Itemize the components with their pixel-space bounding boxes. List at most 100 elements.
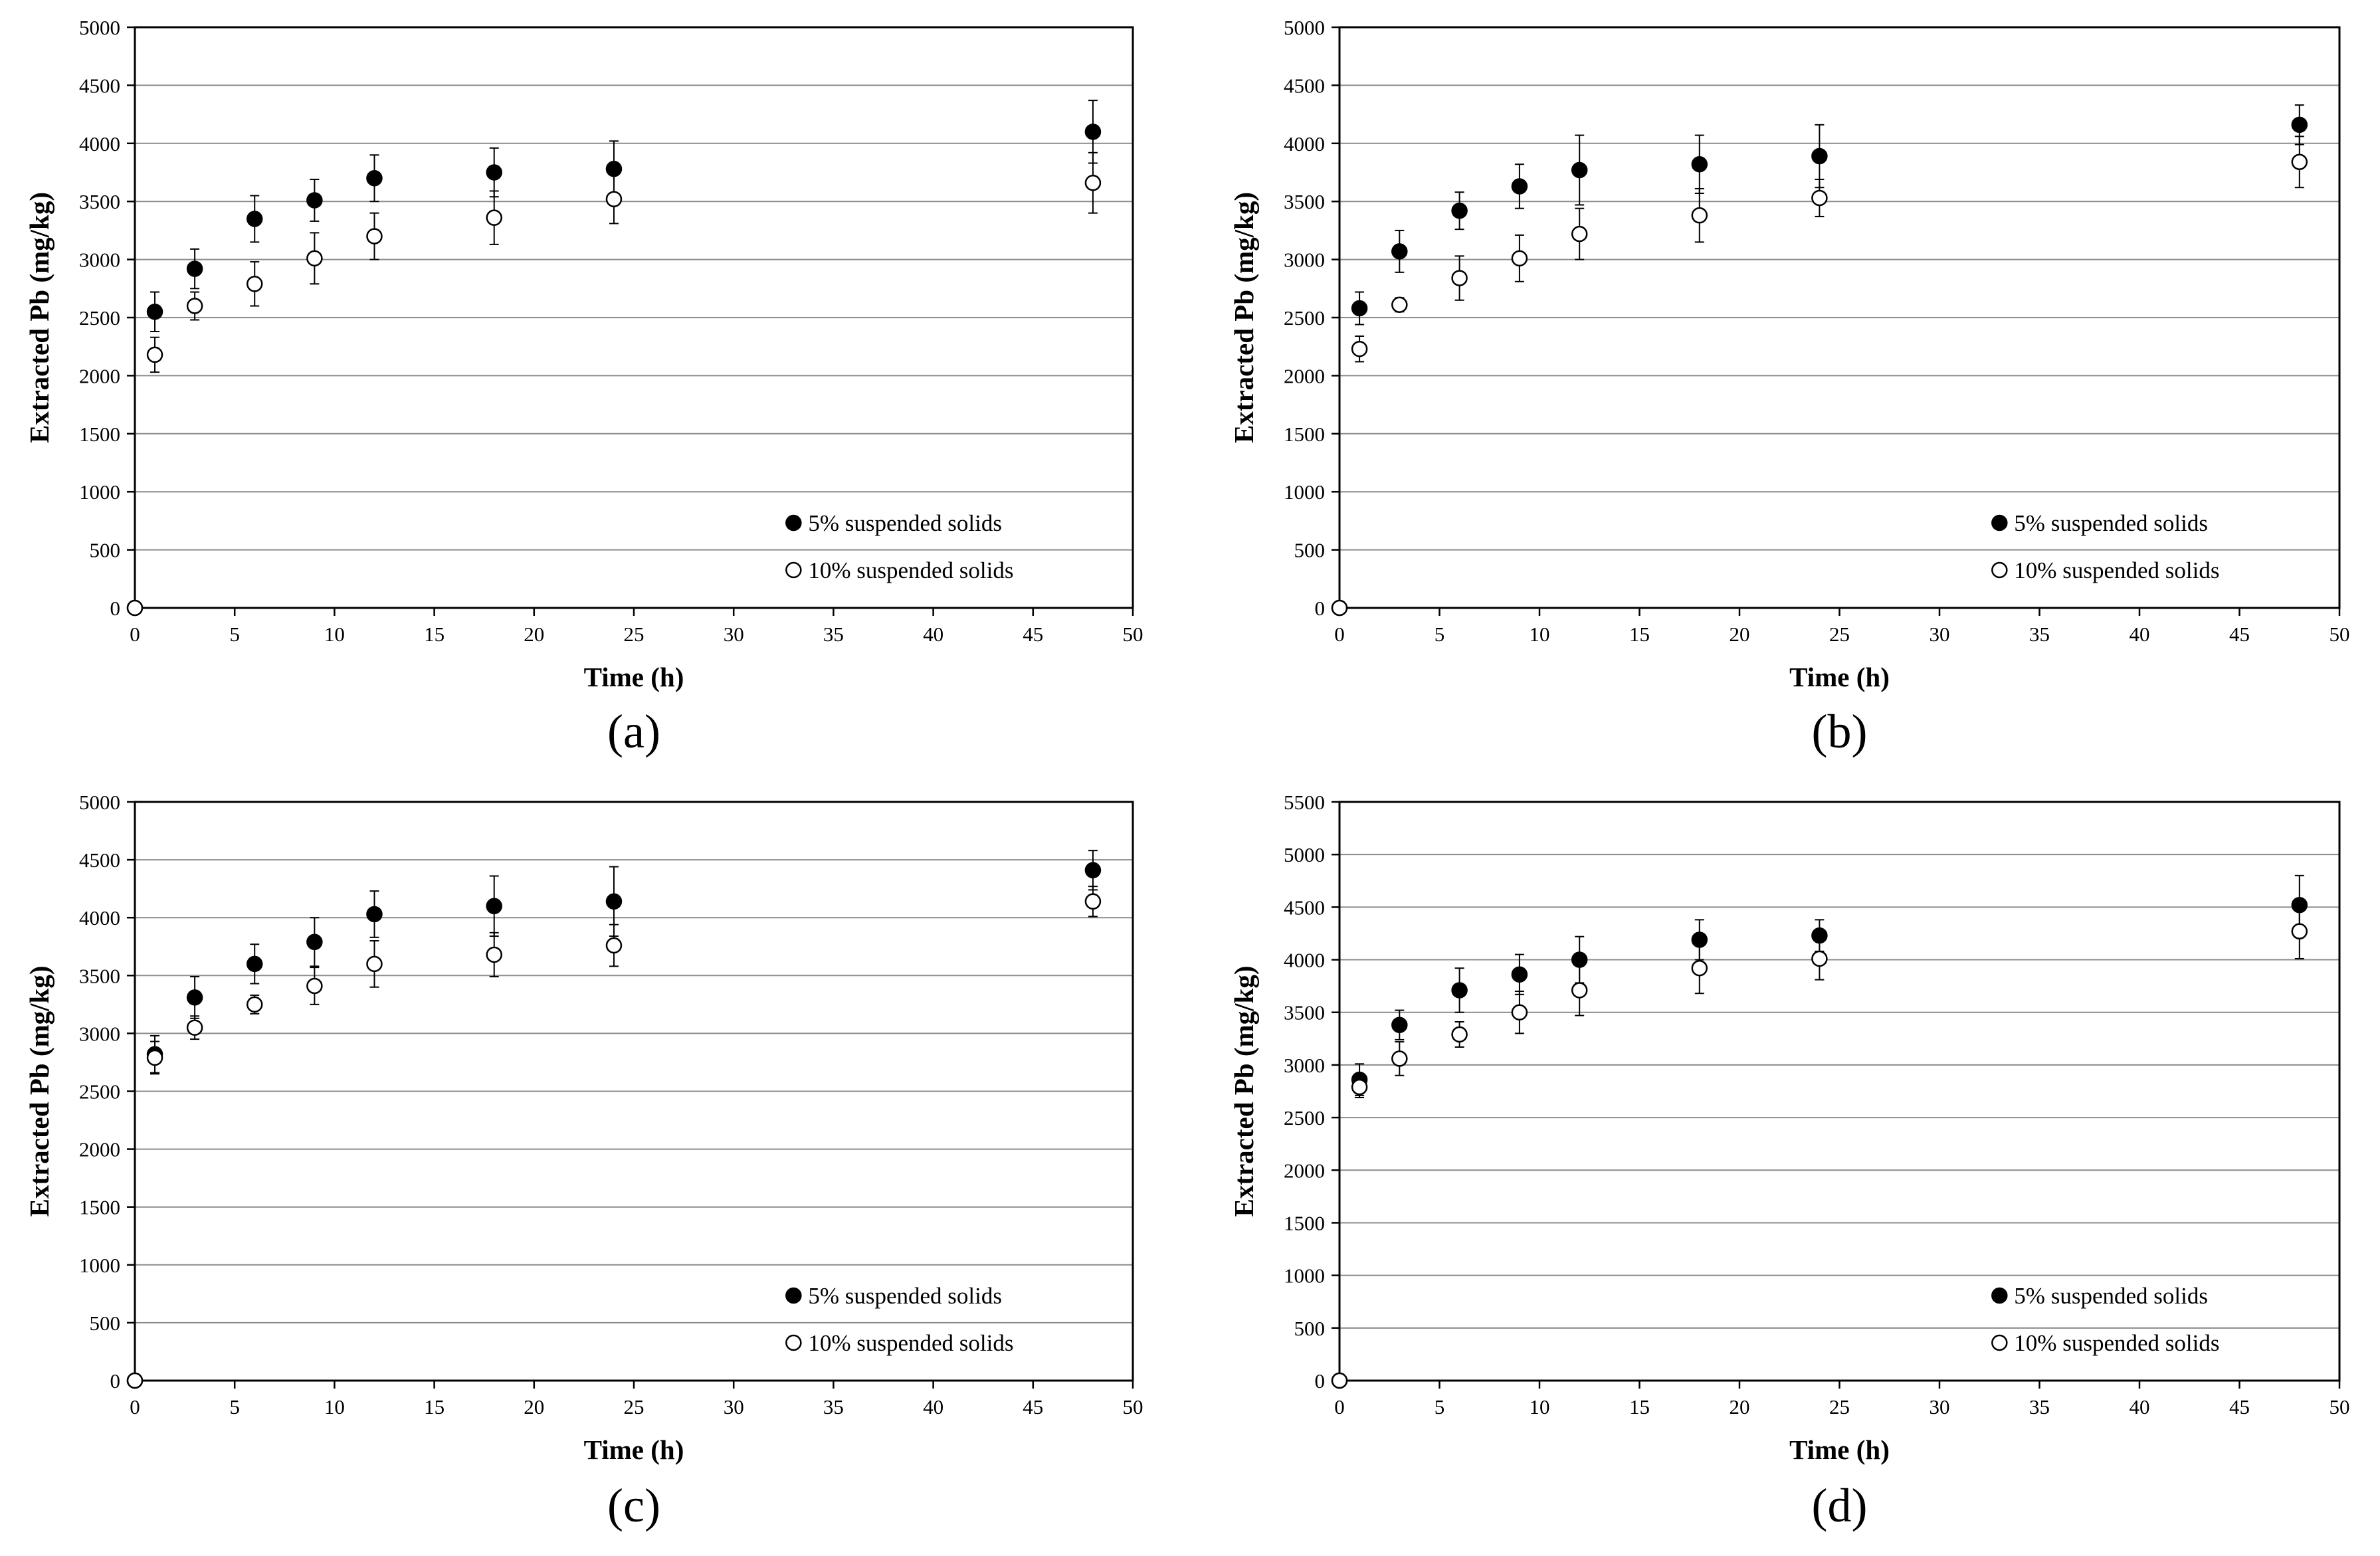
x-tick-label: 10 xyxy=(324,1395,345,1418)
legend-label: 5% suspended solids xyxy=(808,510,1002,536)
x-tick-label: 5 xyxy=(229,623,240,646)
data-point-10pct xyxy=(605,191,623,207)
y-tick-label: 3500 xyxy=(79,190,120,213)
data-point-5pct xyxy=(1084,862,1102,879)
y-tick-label: 4000 xyxy=(79,132,120,155)
data-point-10pct xyxy=(1511,1004,1528,1021)
data-point-5pct xyxy=(2291,896,2308,914)
legend-label: 5% suspended solids xyxy=(2014,1283,2208,1309)
y-tick-label: 500 xyxy=(1294,1317,1326,1340)
y-tick-label: 500 xyxy=(90,1312,121,1335)
data-point-5pct xyxy=(1691,156,1708,173)
chart-panel-d: 0500100015002000250030003500400045005000… xyxy=(1229,791,2350,1532)
x-tick-label: 45 xyxy=(2229,623,2250,646)
data-point-5pct xyxy=(146,304,163,320)
x-tick-label: 25 xyxy=(624,1395,645,1418)
x-tick-label: 35 xyxy=(823,1395,844,1418)
y-tick-label: 4500 xyxy=(79,74,120,97)
x-tick-label: 10 xyxy=(1530,1395,1550,1418)
data-point-5pct xyxy=(1691,931,1708,948)
data-point-5pct xyxy=(1084,124,1102,140)
y-axis-title: Extracted Pb (mg/kg) xyxy=(24,965,54,1216)
y-tick-label: 1000 xyxy=(79,480,120,504)
data-point-10pct xyxy=(1571,982,1588,999)
x-axis-title: Time (h) xyxy=(1789,1434,1890,1465)
x-tick-label: 25 xyxy=(1829,623,1850,646)
data-point-5pct xyxy=(1511,966,1528,983)
x-tick-label: 35 xyxy=(2029,623,2050,646)
y-axis-title: Extracted Pb (mg/kg) xyxy=(1229,965,1259,1216)
data-point-5pct xyxy=(1571,951,1588,968)
data-point-10pct xyxy=(186,298,203,314)
data-point-5pct xyxy=(186,260,203,277)
y-tick-label: 3000 xyxy=(79,1022,120,1045)
data-point-10pct xyxy=(1351,1078,1368,1096)
data-point-5pct xyxy=(1571,161,1588,179)
plot-area-frame xyxy=(1338,801,2341,1382)
data-point-5pct xyxy=(1451,202,1468,219)
x-tick-label: 40 xyxy=(923,623,943,646)
x-tick-label: 20 xyxy=(524,623,544,646)
data-point-10pct xyxy=(486,209,502,226)
y-tick-label: 1500 xyxy=(1284,423,1325,446)
legend-marker xyxy=(785,1287,802,1304)
data-point-5pct xyxy=(605,161,623,177)
x-tick-label: 5 xyxy=(229,1395,240,1418)
legend-marker xyxy=(785,561,802,579)
x-tick-label: 0 xyxy=(1334,623,1345,646)
data-point-10pct xyxy=(486,946,502,963)
y-tick-label: 2000 xyxy=(1284,364,1325,387)
y-tick-label: 2000 xyxy=(1284,1159,1325,1182)
x-tick-label: 20 xyxy=(1730,1395,1750,1418)
y-tick-label: 1500 xyxy=(79,423,120,446)
data-point-5pct xyxy=(605,893,623,910)
y-tick-label: 0 xyxy=(1315,597,1326,620)
data-point-10pct xyxy=(1331,599,1348,617)
x-tick-label: 35 xyxy=(823,623,844,646)
data-point-10pct xyxy=(1451,270,1468,286)
data-point-10pct xyxy=(246,276,263,292)
data-point-10pct xyxy=(1451,1026,1468,1043)
y-tick-label: 3000 xyxy=(1284,248,1325,272)
data-point-10pct xyxy=(1084,174,1102,191)
legend-label: 5% suspended solids xyxy=(2014,510,2208,536)
y-tick-label: 500 xyxy=(1294,539,1326,562)
y-tick-label: 0 xyxy=(1315,1369,1326,1393)
data-point-5pct xyxy=(1391,1017,1408,1033)
y-tick-label: 5000 xyxy=(79,791,120,814)
y-axis-title: Extracted Pb (mg/kg) xyxy=(24,192,54,443)
data-point-10pct xyxy=(126,599,144,617)
legend-marker xyxy=(785,514,802,532)
x-tick-label: 20 xyxy=(1730,623,1750,646)
y-tick-label: 1000 xyxy=(1284,480,1325,504)
y-tick-label: 1000 xyxy=(79,1254,120,1277)
legend-label: 10% suspended solids xyxy=(808,557,1013,583)
x-tick-label: 10 xyxy=(324,623,345,646)
legend-label: 5% suspended solids xyxy=(808,1283,1002,1309)
data-point-5pct xyxy=(366,906,383,923)
plot-area-frame xyxy=(134,26,1134,609)
y-tick-label: 2500 xyxy=(1284,306,1325,330)
plot-area-frame xyxy=(1338,26,2341,609)
data-point-10pct xyxy=(2291,153,2308,171)
data-point-5pct xyxy=(246,211,263,227)
y-tick-label: 4000 xyxy=(1284,949,1325,972)
data-point-10pct xyxy=(1811,950,1828,967)
data-point-5pct xyxy=(246,955,263,973)
x-tick-label: 5 xyxy=(1435,1395,1445,1418)
x-tick-label: 45 xyxy=(2229,1395,2250,1418)
y-tick-label: 5000 xyxy=(1284,843,1325,866)
plot-area-frame xyxy=(134,801,1134,1382)
y-tick-label: 5000 xyxy=(1284,16,1325,39)
panel-caption: (a) xyxy=(607,705,660,758)
x-axis-title: Time (h) xyxy=(584,662,684,692)
data-point-5pct xyxy=(306,933,323,951)
y-tick-label: 1000 xyxy=(1284,1264,1325,1288)
legend-marker xyxy=(1991,514,2008,532)
y-tick-label: 3500 xyxy=(1284,1001,1325,1024)
y-tick-label: 2500 xyxy=(1284,1106,1325,1129)
data-point-10pct xyxy=(1391,1050,1408,1067)
data-point-5pct xyxy=(1351,300,1368,317)
x-tick-label: 15 xyxy=(1629,1395,1650,1418)
